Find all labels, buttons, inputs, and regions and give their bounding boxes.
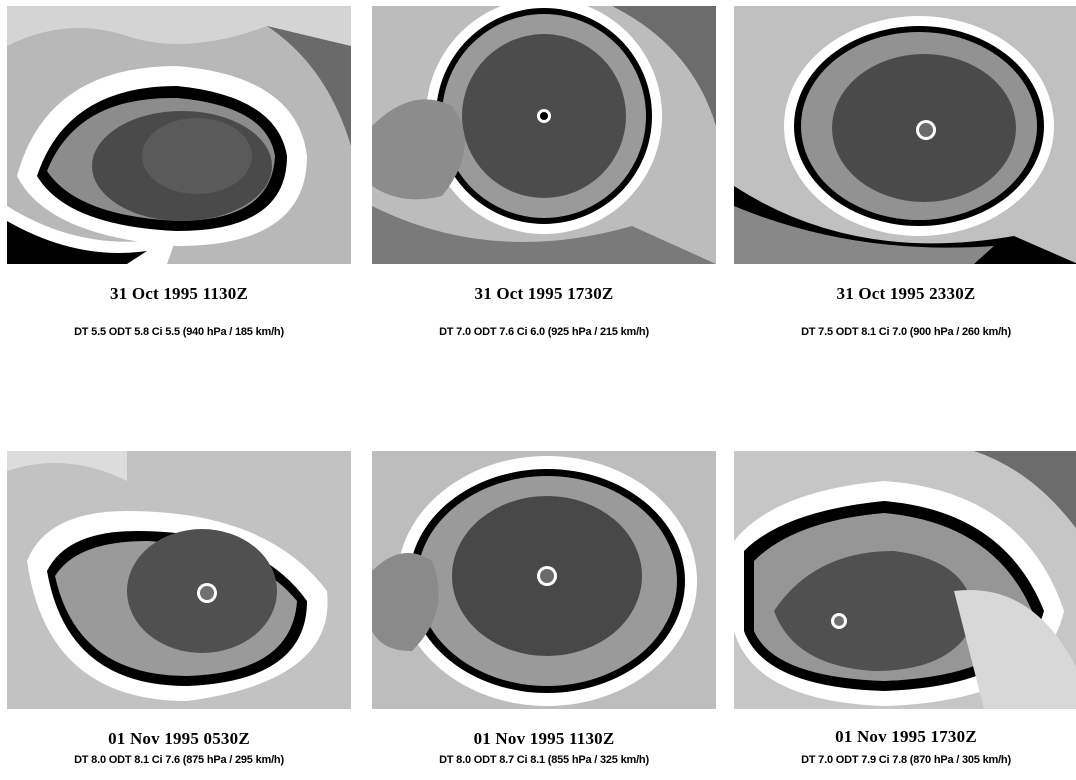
panel-stats: DT 8.0 ODT 8.1 Ci 7.6 (875 hPa / 295 km/… [74,754,284,766]
satellite-graphic [7,6,351,264]
panel-date: 01 Nov 1995 1730Z [835,727,977,746]
satellite-graphic [7,451,351,709]
panel-date: 31 Oct 1995 2330Z [836,284,976,303]
satellite-graphic [372,6,716,264]
panel-date: 01 Nov 1995 0530Z [108,729,250,748]
satellite-image [734,451,1076,709]
panel-stats: DT 8.0 ODT 8.7 Ci 8.1 (855 hPa / 325 km/… [439,754,649,766]
panel-stats: DT 5.5 ODT 5.8 Ci 5.5 (940 hPa / 185 km/… [74,326,284,338]
panel-stats: DT 7.0 ODT 7.6 Ci 6.0 (925 hPa / 215 km/… [439,326,649,338]
satellite-image [7,451,351,709]
panel-date: 01 Nov 1995 1130Z [473,729,615,748]
satellite-image [7,6,351,264]
panel-date: 31 Oct 1995 1730Z [474,284,614,303]
panel-stats: DT 7.5 ODT 8.1 Ci 7.0 (900 hPa / 260 km/… [801,326,1011,338]
satellite-graphic [734,451,1076,709]
panel-stats: DT 7.0 ODT 7.9 Ci 7.8 (870 hPa / 305 km/… [801,754,1011,766]
satellite-image [372,451,716,709]
satellite-graphic [372,451,716,709]
satellite-image [372,6,716,264]
satellite-image [734,6,1076,264]
satellite-graphic [734,6,1076,264]
panel-date: 31 Oct 1995 1130Z [110,284,248,303]
